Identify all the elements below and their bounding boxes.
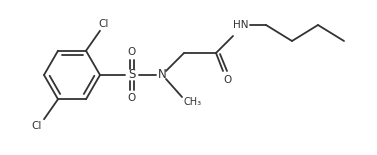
Text: O: O [128, 47, 136, 57]
Text: CH₃: CH₃ [184, 97, 202, 107]
Text: HN: HN [233, 20, 249, 30]
Text: S: S [128, 69, 136, 82]
Text: O: O [223, 75, 231, 85]
Text: Cl: Cl [32, 121, 42, 131]
Text: Cl: Cl [99, 19, 109, 29]
Text: N: N [158, 69, 166, 82]
Text: O: O [128, 93, 136, 103]
